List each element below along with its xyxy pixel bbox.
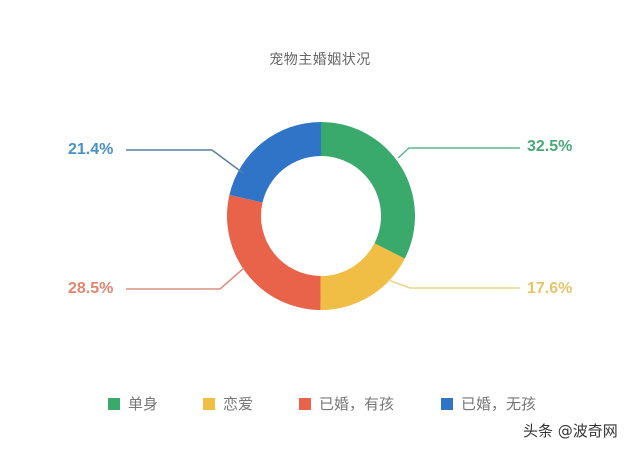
legend-swatch-red [299,397,311,410]
legend-swatch-green [108,397,120,410]
legend-label: 已婚，无孩 [461,395,537,413]
legend-label: 已婚，有孩 [319,395,395,413]
legend-swatch-yellow [203,397,215,410]
leader-line-married-nokids [126,149,244,174]
legend-item-single[interactable]: 单身 [108,393,158,414]
label-married-nokids-percent: 21.4% [68,141,114,158]
leader-line-married-kids [126,267,245,290]
legend-swatch-blue [441,397,453,410]
legend-label: 单身 [128,395,159,413]
legend-item-married-nokids[interactable]: 已婚，无孩 [441,393,536,414]
label-married-kids-percent: 28.5% [68,280,114,297]
label-single-percent: 32.5% [527,138,573,155]
leader-line-single [397,147,520,159]
slice-married-nokids[interactable] [229,122,321,203]
slice-dating[interactable] [320,243,405,310]
chart-title: 宠物主婚姻状况 [269,52,371,68]
slice-married-kids[interactable] [226,194,321,310]
legend-item-married-kids[interactable]: 已婚，有孩 [299,393,394,414]
label-dating-percent: 17.6% [527,280,573,297]
legend-label: 恋爱 [223,395,254,413]
donut-slices [226,122,415,310]
legend-item-dating[interactable]: 恋爱 [203,393,253,414]
leader-line-dating [387,279,520,289]
chart-legend: 单身 恋爱 已婚，有孩 已婚，无孩 [0,393,640,415]
slice-single[interactable] [321,122,415,259]
watermark: 头条 @波奇网 [523,422,618,440]
